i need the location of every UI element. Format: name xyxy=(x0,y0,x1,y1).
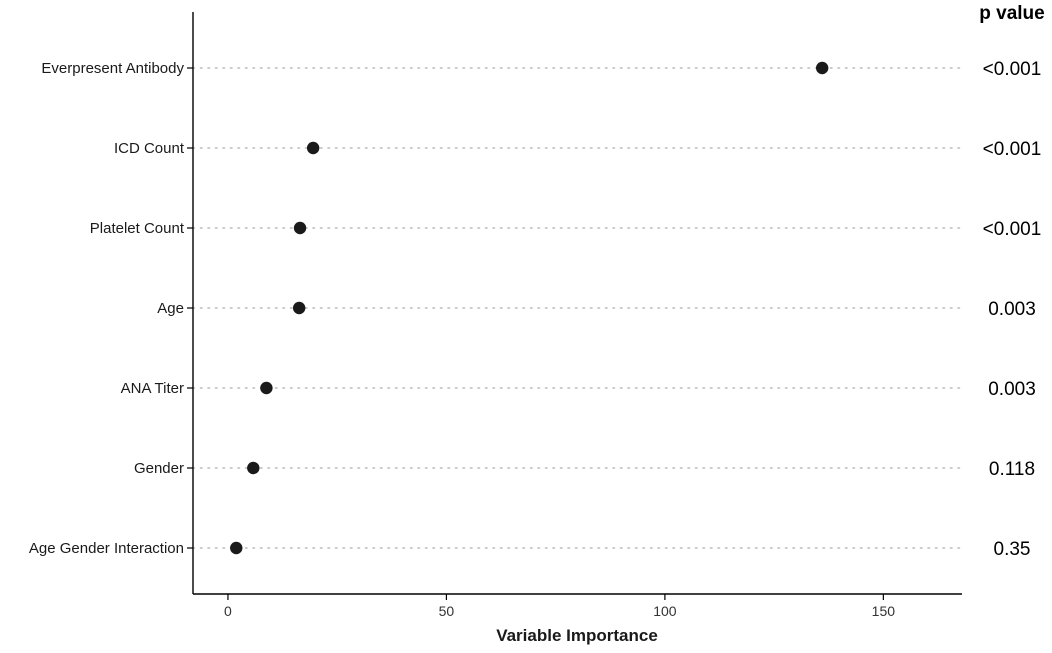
axes xyxy=(192,12,962,595)
category-label: Everpresent Antibody xyxy=(41,60,184,77)
p-value-header: p value xyxy=(979,3,1044,24)
p-value-label: 0.003 xyxy=(988,299,1036,320)
category-label: Platelet Count xyxy=(90,220,185,237)
category-label: Age Gender Interaction xyxy=(29,540,184,557)
category-label: Gender xyxy=(134,460,184,477)
x-axis-title: Variable Importance xyxy=(496,626,658,645)
data-points xyxy=(230,61,829,555)
p-value-label: <0.001 xyxy=(983,59,1042,80)
guide-lines xyxy=(192,67,963,549)
p-value-labels: <0.001 <0.001 <0.001 0.003 0.003 0.118 0.35 xyxy=(983,59,1042,560)
x-tick-label: 0 xyxy=(224,603,232,619)
p-value-label: <0.001 xyxy=(983,219,1042,240)
data-point xyxy=(260,381,273,395)
x-tick-label: 100 xyxy=(653,603,677,619)
x-ticks: 0 50 100 150 xyxy=(224,594,895,619)
category-label: ICD Count xyxy=(114,140,185,157)
x-tick-label: 50 xyxy=(439,603,455,619)
data-point xyxy=(292,301,306,315)
p-value-label: 0.003 xyxy=(988,379,1036,400)
category-label: Age xyxy=(157,300,184,317)
data-point xyxy=(247,461,260,475)
data-point xyxy=(815,61,829,75)
category-labels: Everpresent Antibody ICD Count Platelet Co… xyxy=(29,60,193,557)
p-value-label: 0.35 xyxy=(994,539,1031,560)
p-value-label: <0.001 xyxy=(983,139,1042,160)
p-value-label: 0.118 xyxy=(989,459,1035,480)
x-tick-label: 150 xyxy=(872,603,896,619)
data-point xyxy=(230,541,243,555)
data-point xyxy=(306,141,320,155)
category-label: ANA Titer xyxy=(121,380,184,397)
data-point xyxy=(293,221,307,235)
